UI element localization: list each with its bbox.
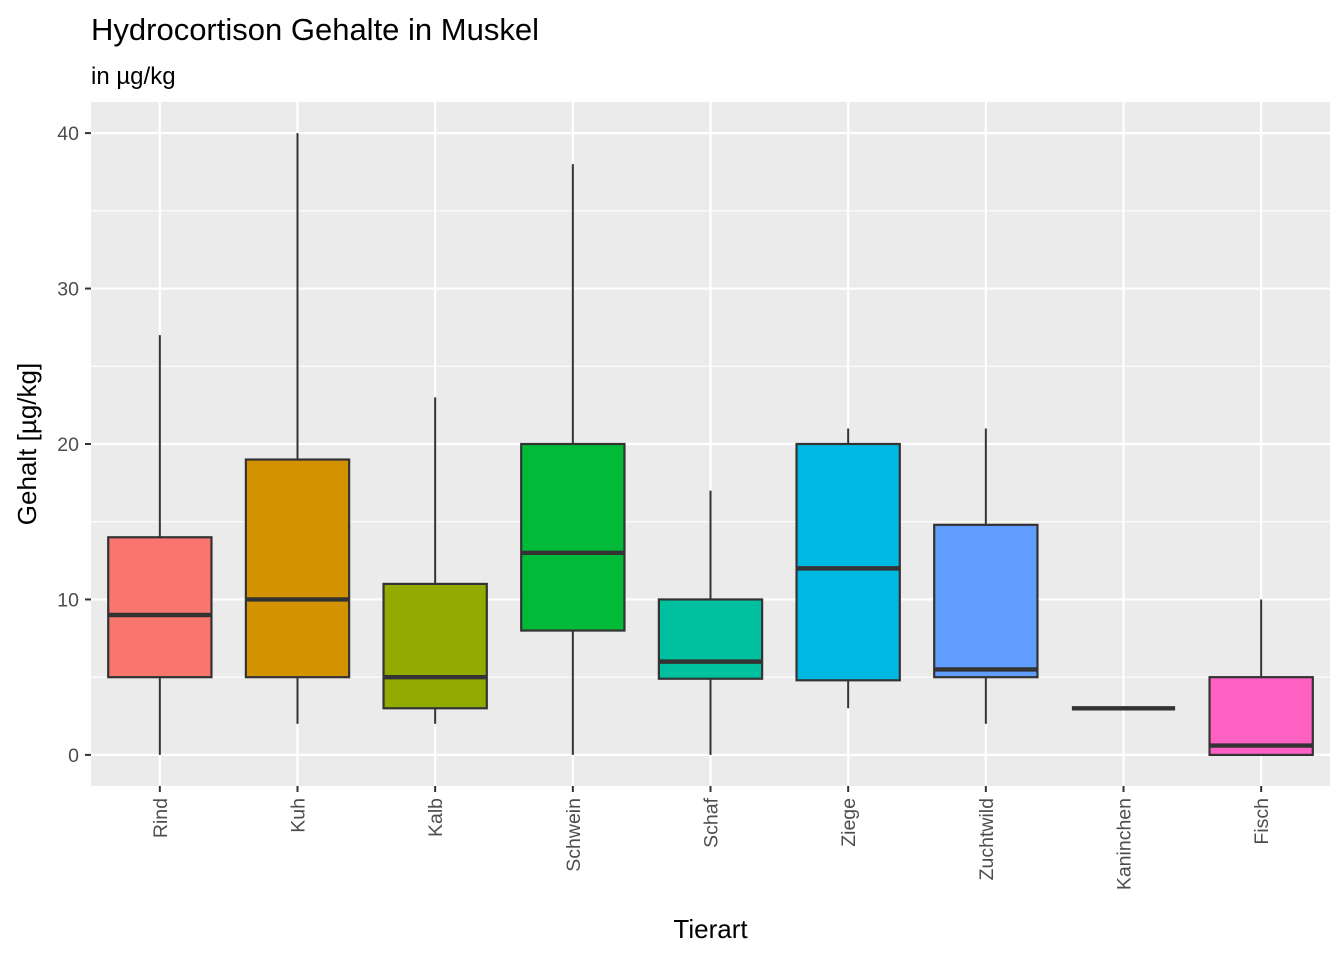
box-body <box>107 536 213 679</box>
box-body <box>933 523 1039 679</box>
box-body <box>520 442 626 632</box>
x-axis: Rind Kuh Kalb Schwein Schaf Ziege Zuchtwild Kan… <box>150 786 1273 890</box>
y-axis-title: Gehalt [µg/kg] <box>12 363 42 525</box>
y-tick-label: 10 <box>57 589 79 611</box>
box-schaf <box>657 490 764 755</box>
box-kuh <box>244 133 351 724</box>
x-tick-label: Schwein <box>563 798 585 872</box>
x-axis-title: Tierart <box>673 914 748 944</box>
x-tick-label: Schaf <box>701 797 723 847</box>
y-tick-label: 0 <box>68 745 79 767</box>
box-body <box>244 458 351 679</box>
y-axis: 0 10 20 30 40 <box>57 123 91 767</box>
x-tick-label: Kalb <box>425 798 447 837</box>
chart-title: Hydrocortison Gehalte in Muskel <box>91 12 539 47</box>
x-tick-label: Kuh <box>288 798 310 833</box>
box-body <box>657 598 764 680</box>
x-tick-label: Ziege <box>838 798 860 847</box>
chart-subtitle: in µg/kg <box>91 63 176 90</box>
x-tick-label: Kaninchen <box>1114 798 1136 890</box>
box-ziege <box>795 428 901 709</box>
box-body <box>795 442 901 682</box>
x-tick-label: Fisch <box>1251 798 1273 845</box>
y-tick-label: 40 <box>57 123 79 145</box>
boxes <box>107 133 1314 757</box>
x-tick-label: Zuchtwild <box>976 798 998 880</box>
box-schwein <box>520 164 626 755</box>
box-zuchtwild <box>933 428 1039 724</box>
y-tick-label: 20 <box>57 434 79 456</box>
box-fisch <box>1208 599 1314 757</box>
y-tick-label: 30 <box>57 279 79 301</box>
x-tick-label: Rind <box>150 798 172 838</box>
box-body <box>382 582 488 710</box>
box-kalb <box>382 397 488 724</box>
box-body <box>1208 676 1314 757</box>
box-rind <box>107 335 213 755</box>
